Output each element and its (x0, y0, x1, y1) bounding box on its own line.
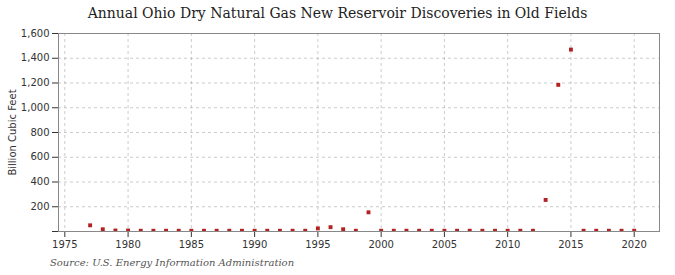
svg-text:2000: 2000 (368, 239, 393, 250)
svg-text:800: 800 (30, 127, 49, 138)
html-text:Source: U.S. Energy Informatio: Source: U.S. Energy Information Administ… (50, 257, 295, 268)
svg-text:1,200: 1,200 (21, 77, 50, 88)
svg-text:200: 200 (30, 201, 49, 212)
svg-text:1,600: 1,600 (21, 28, 50, 39)
svg-text:1,000: 1,000 (21, 102, 50, 113)
svg-text:2020: 2020 (621, 239, 646, 250)
svg-text:400: 400 (30, 176, 49, 187)
svg-text:2015: 2015 (558, 239, 583, 250)
svg-text:1980: 1980 (115, 239, 140, 250)
svg-text:2005: 2005 (432, 239, 457, 250)
svg-text:1975: 1975 (52, 239, 77, 250)
svg-text:1985: 1985 (179, 239, 204, 250)
svg-text:Billion Cubic Feet: Billion Cubic Feet (7, 89, 18, 175)
svg-text:1990: 1990 (242, 239, 267, 250)
svg-text:600: 600 (30, 151, 49, 162)
svg-text:1995: 1995 (305, 239, 330, 250)
svg-text:2010: 2010 (495, 239, 520, 250)
html-text:Annual Ohio Dry Natural Gas Ne: Annual Ohio Dry Natural Gas New Reservoi… (87, 5, 588, 21)
svg-text:1,400: 1,400 (21, 52, 50, 63)
